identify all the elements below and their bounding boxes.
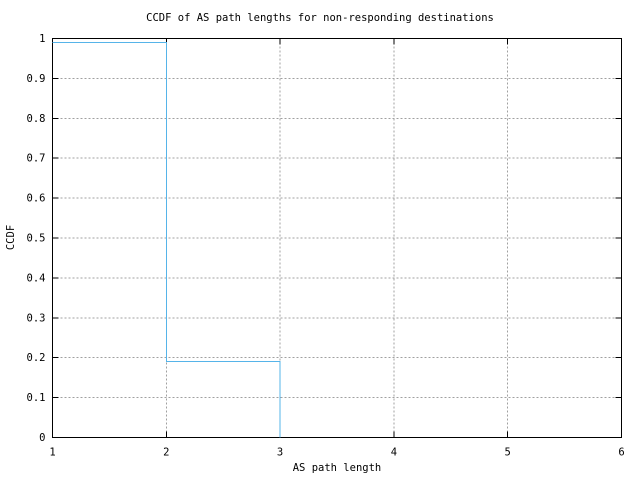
x-tick-label: 5 [505, 447, 511, 459]
y-axis-label: CCDF [5, 225, 17, 250]
y-tick-label: 0.4 [27, 272, 46, 284]
y-tick-label: 0.3 [27, 312, 46, 324]
x-tick-label: 3 [277, 447, 283, 459]
x-tick-label: 6 [618, 447, 624, 459]
grid-lines [52, 38, 622, 438]
y-tick-label: 0 [39, 432, 45, 444]
y-axis-tick-labels: 0 0.1 0.2 0.3 0.4 0.5 0.6 0.7 0.8 0.9 1 [27, 33, 46, 444]
y-tick-label: 0.6 [27, 193, 46, 205]
x-axis-tick-labels: 1 2 3 4 5 6 [49, 447, 624, 459]
y-tick-label: 0.8 [27, 113, 46, 125]
y-tick-label: 0.5 [27, 233, 46, 245]
y-tick-label: 1 [39, 33, 45, 45]
chart-title: CCDF of AS path lengths for non-respondi… [146, 12, 494, 24]
y-tick-label: 0.2 [27, 352, 46, 364]
x-tick-label: 4 [391, 447, 397, 459]
x-tick-label: 2 [163, 447, 169, 459]
y-tick-label: 0.1 [27, 392, 46, 404]
x-tick-label: 1 [49, 447, 55, 459]
axis-tick-marks [52, 38, 622, 438]
ccdf-step-line [52, 41, 281, 438]
x-axis-label: AS path length [293, 462, 382, 474]
y-tick-label: 0.7 [27, 153, 46, 165]
y-tick-label: 0.9 [27, 73, 46, 85]
